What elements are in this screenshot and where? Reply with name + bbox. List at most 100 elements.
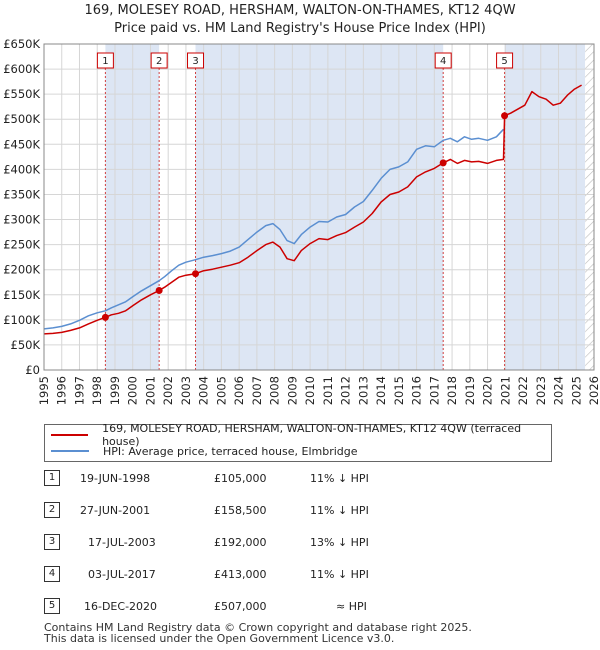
x-tick-label: 2001	[143, 376, 157, 405]
sale-marker-label: 5	[501, 56, 507, 67]
shaded-period	[195, 44, 444, 370]
y-tick-label: £250K	[3, 238, 40, 252]
x-tick-label: 2021	[498, 376, 512, 405]
sale-marker-box	[187, 52, 205, 69]
x-tick-label: 2018	[445, 376, 459, 405]
y-tick-label: £50K	[11, 338, 41, 352]
y-tick-label: £100K	[3, 313, 40, 327]
sale-price: £158,500	[214, 504, 267, 517]
x-tick-label: 2000	[126, 376, 140, 405]
sale-number-badge: 2	[44, 502, 60, 518]
sale-point	[501, 112, 509, 120]
x-tick-label: 2014	[374, 376, 388, 405]
shaded-period	[504, 44, 586, 370]
sale-marker-box	[150, 52, 168, 69]
x-tick-label: 2015	[392, 376, 406, 405]
y-tick-label: £450K	[3, 137, 40, 151]
legend: 169, MOLESEY ROAD, HERSHAM, WALTON-ON-TH…	[44, 422, 552, 462]
y-tick-label: £0	[25, 363, 40, 377]
sale-number-badge: 3	[44, 534, 60, 550]
x-tick-label: 1996	[55, 376, 69, 405]
property-price-line	[43, 84, 582, 335]
x-tick-label: 2008	[268, 376, 282, 405]
sale-price: £192,000	[214, 536, 267, 549]
y-tick-label: £350K	[3, 187, 40, 201]
x-tick-label: 2017	[427, 376, 441, 405]
chart-subtitle-line2: Price paid vs. HM Land Registry's House …	[114, 21, 486, 36]
y-tick-label: £550K	[3, 87, 40, 101]
legend-swatch-hpi	[51, 450, 89, 452]
x-tick-label: 2024	[552, 376, 566, 405]
y-tick-label: £650K	[3, 37, 40, 51]
sale-point	[192, 270, 200, 278]
footer-licence: This data is licensed under the Open Gov…	[44, 632, 395, 645]
legend-label-property: 169, MOLESEY ROAD, HERSHAM, WALTON-ON-TH…	[102, 422, 522, 448]
sale-number-badge: 4	[44, 566, 60, 582]
sale-point	[439, 159, 447, 167]
sale-price: £507,000	[214, 600, 267, 613]
forecast-hatch	[585, 44, 594, 370]
sale-date: 27-JUN-2001	[80, 504, 151, 517]
x-tick-label: 2023	[534, 376, 548, 405]
x-tick-label: 2007	[250, 376, 264, 405]
x-tick-label: 2012	[339, 376, 353, 405]
x-tick-label: 2016	[410, 376, 424, 405]
x-tick-label: 1998	[90, 376, 104, 405]
sale-row: 4 03-JUL-2017 £413,000 11% ↓ HPI	[44, 566, 564, 584]
sale-marker-label: 1	[102, 56, 108, 67]
hpi-line	[43, 128, 505, 330]
sale-row: 3 17-JUL-2003 £192,000 13% ↓ HPI	[44, 534, 564, 552]
sale-row: 5 16-DEC-2020 £507,000 ≈ HPI	[44, 598, 564, 616]
x-tick-label: 2020	[481, 376, 495, 405]
x-tick-label: 2004	[197, 376, 211, 405]
x-tick-label: 1997	[72, 376, 86, 405]
y-tick-label: £400K	[3, 162, 40, 176]
y-tick-label: £300K	[3, 213, 40, 227]
sale-point	[101, 313, 109, 321]
sale-marker-label: 2	[156, 56, 162, 67]
sale-hpi-relation: ≈ HPI	[336, 600, 367, 613]
y-tick-label: £500K	[3, 112, 40, 126]
x-tick-label: 2022	[516, 376, 530, 405]
legend-swatch-property	[51, 434, 89, 436]
sale-marker-label: 4	[440, 56, 446, 67]
x-tick-label: 1999	[108, 376, 122, 405]
x-tick-label: 2025	[569, 376, 583, 405]
price-chart: £0 £50K £100K £150K £200K £250K £300K £350K £400…	[3, 37, 600, 405]
x-tick-label: 2026	[587, 376, 600, 405]
legend-item-hpi: HPI: Average price, terraced house, Elmb…	[51, 443, 358, 459]
sale-date: 19-JUN-1998	[80, 472, 151, 485]
x-tick-label: 2005	[214, 376, 228, 405]
sale-hpi-relation: 13% ↓ HPI	[310, 536, 369, 549]
y-tick-label: £200K	[3, 263, 40, 277]
sale-row: 1 19-JUN-1998 £105,000 11% ↓ HPI	[44, 470, 564, 488]
sale-marker-box	[496, 52, 514, 69]
x-tick-label: 2019	[463, 376, 477, 405]
x-tick-label: 1995	[37, 376, 51, 405]
sale-price: £413,000	[214, 568, 267, 581]
sale-date: 17-JUL-2003	[88, 536, 156, 549]
sale-hpi-relation: 11% ↓ HPI	[310, 504, 369, 517]
x-tick-label: 2013	[356, 376, 370, 405]
footer-copyright: Contains HM Land Registry data © Crown c…	[44, 621, 472, 634]
sale-marker-label: 3	[192, 56, 198, 67]
x-tick-label: 2010	[303, 376, 317, 405]
sale-number-badge: 5	[44, 598, 60, 614]
x-tick-label: 2003	[179, 376, 193, 405]
sale-marker-box	[434, 52, 452, 69]
legend-item-property: 169, MOLESEY ROAD, HERSHAM, WALTON-ON-TH…	[51, 422, 551, 448]
sale-marker-box	[96, 52, 114, 69]
legend-label-hpi: HPI: Average price, terraced house, Elmb…	[103, 444, 358, 458]
sale-hpi-relation: 11% ↓ HPI	[310, 472, 369, 485]
y-tick-label: £150K	[3, 288, 40, 302]
plot-frame	[43, 43, 595, 371]
x-tick-label: 2009	[285, 376, 299, 405]
x-tick-label: 2006	[232, 376, 246, 405]
sale-hpi-relation: 11% ↓ HPI	[310, 568, 369, 581]
sale-number-badge: 1	[44, 470, 60, 486]
sale-price: £105,000	[214, 472, 267, 485]
sale-row: 2 27-JUN-2001 £158,500 11% ↓ HPI	[44, 502, 564, 520]
sale-point	[155, 287, 163, 295]
x-tick-label: 2002	[161, 376, 175, 405]
chart-title-line1: 169, MOLESEY ROAD, HERSHAM, WALTON-ON-TH…	[84, 3, 516, 18]
